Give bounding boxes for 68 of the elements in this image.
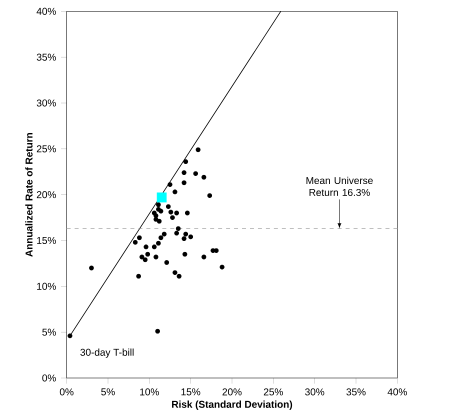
point [154,217,158,222]
x-tick-label: 5% [101,388,115,396]
y-tick-label: 30% [36,99,56,107]
point [182,252,188,257]
point [154,254,158,260]
x-axis-title: Risk (Standard Deviation) [172,400,292,410]
x-tick-label: 0% [60,388,74,396]
point [68,333,72,338]
point [168,210,174,214]
y-tick-label: 20% [36,191,56,198]
point [188,234,194,240]
point [183,159,188,164]
x-tick-label: 25% [264,388,283,396]
point [182,236,186,242]
x-tick-label: 15% [181,388,200,396]
y-tick-label: 15% [37,236,56,244]
point [172,270,178,275]
point [144,244,148,250]
x-tick-label: 10% [140,388,159,396]
point [132,240,138,245]
x-tick-label: 20% [222,388,242,396]
point [168,182,172,187]
point [162,232,167,236]
point [156,218,162,224]
point [207,193,212,198]
x-tick-label: 40% [388,388,407,396]
point [158,208,164,214]
point [196,147,200,152]
point [193,171,198,176]
point [158,235,164,240]
point [182,180,186,186]
point [166,204,171,209]
point [176,274,182,279]
point [182,170,186,176]
y-axis-title: Annualized Rate of Return [25,133,33,257]
y-tick-label: 5% [42,328,56,336]
y-tick-label: 10% [37,282,56,290]
annotation: 30-day T-bill [80,348,134,358]
point [137,235,142,240]
point [170,215,175,220]
point [156,202,161,208]
point [174,230,180,236]
x-tick-label: 35% [346,388,366,396]
point [172,190,178,194]
point [164,260,170,265]
point [184,210,190,216]
point [174,210,180,216]
point [202,254,206,260]
x-tick-label: 30% [305,388,324,396]
y-tick-label: 35% [36,54,56,61]
y-tick-label: 25% [36,145,56,152]
point [142,257,148,262]
point [136,274,141,279]
point [156,240,161,246]
point [202,174,206,180]
point [176,226,181,231]
point [89,266,94,270]
point [152,244,157,250]
y-tick-label: 40% [36,8,56,15]
y-tick-label: 0% [42,374,56,382]
ref-line-label: Mean Universe Return 16.3% [306,176,373,196]
point [183,232,188,236]
point [154,213,158,218]
point [155,328,160,334]
point [156,192,167,202]
point [145,252,150,257]
point [220,264,224,270]
point [140,254,144,260]
